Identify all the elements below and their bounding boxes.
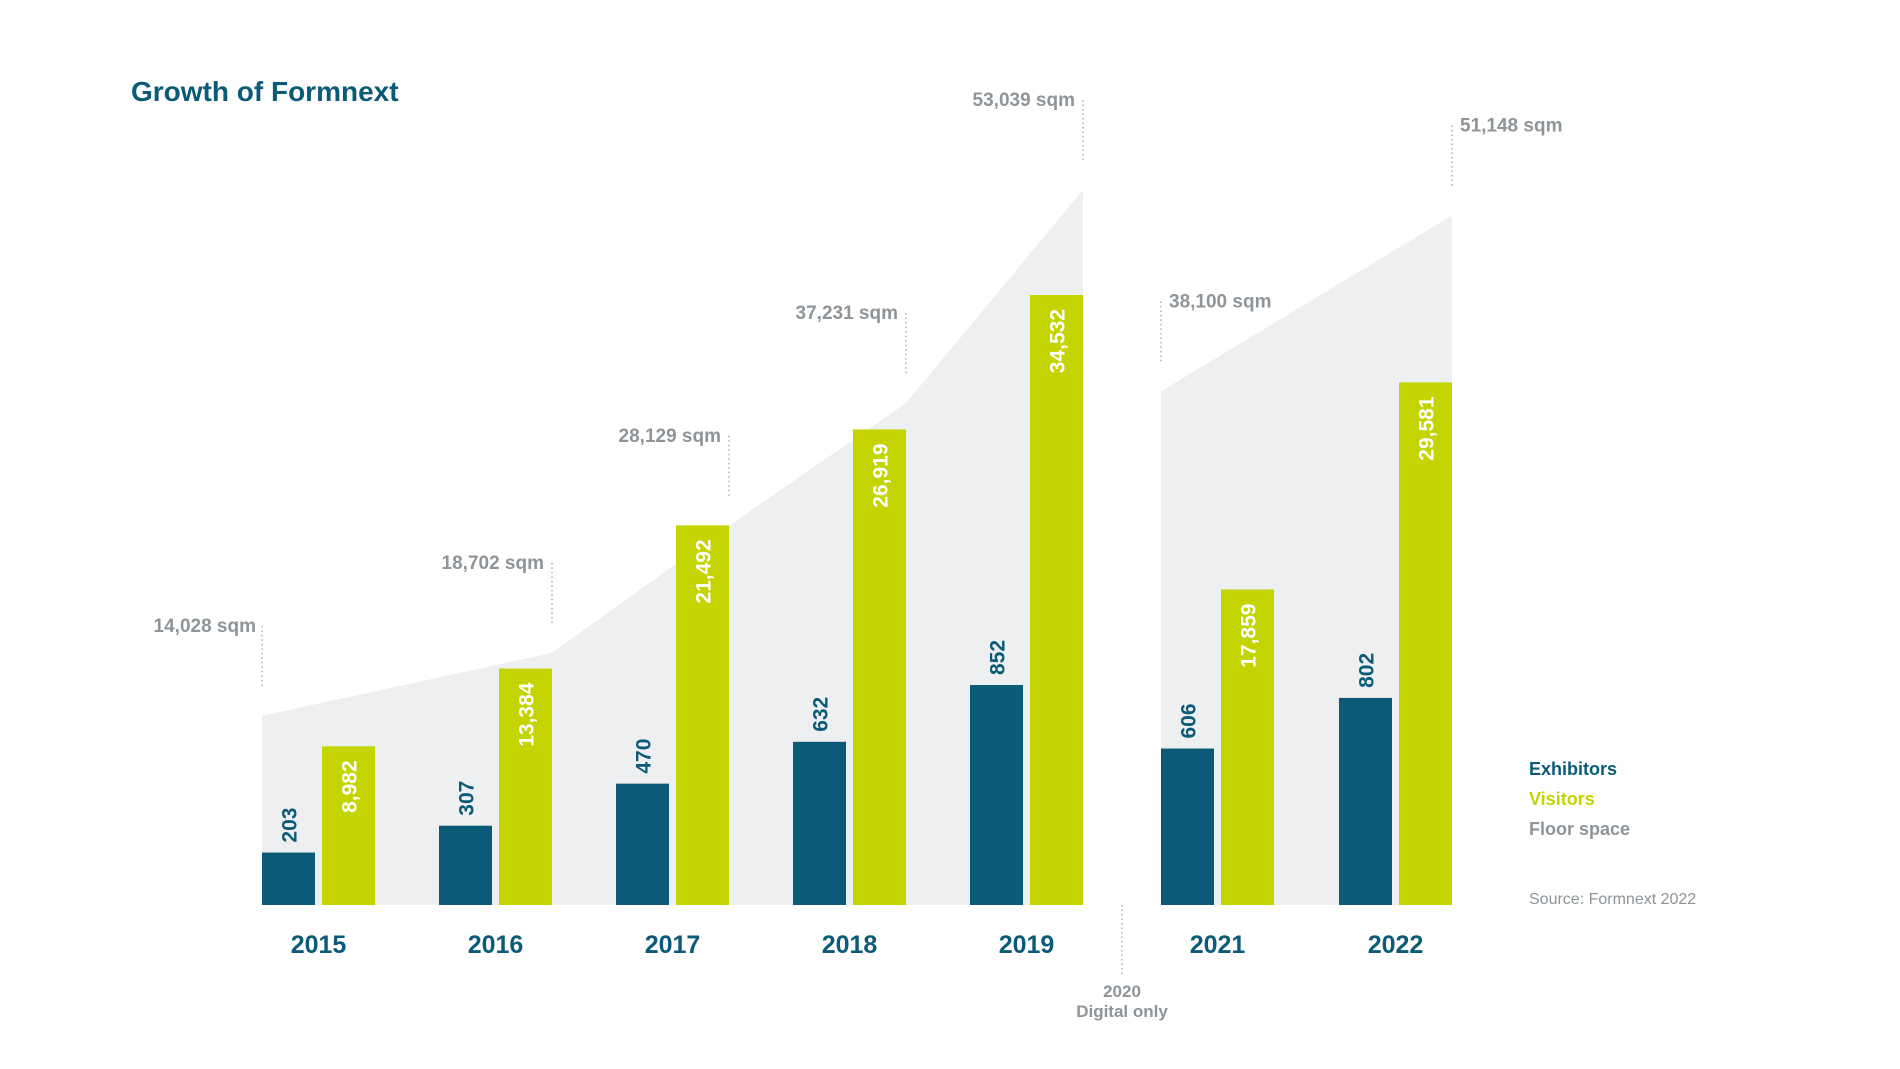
exhibitors-value-label: 802 <box>1356 653 1379 688</box>
year-label: 2021 <box>1190 931 1246 959</box>
exhibitors-bar <box>616 783 669 905</box>
exhibitors-value-label: 606 <box>1178 703 1201 738</box>
legend-item: Visitors <box>1529 789 1595 809</box>
visitors-value-label: 34,532 <box>1047 309 1070 373</box>
floor-space-label: 51,148 sqm <box>1460 115 1562 136</box>
year-label: 2022 <box>1368 931 1424 959</box>
visitors-bar <box>1399 382 1452 905</box>
floor-space-area-1 <box>262 190 1083 905</box>
visitors-value-label: 13,384 <box>516 682 539 747</box>
visitors-bar <box>499 668 552 905</box>
exhibitors-bar <box>1339 697 1392 905</box>
visitors-value-label: 21,492 <box>693 539 716 603</box>
year-label: 2019 <box>999 931 1055 959</box>
exhibitors-bar <box>793 741 846 905</box>
visitors-bar <box>1221 589 1274 905</box>
year-label: 2015 <box>291 931 347 959</box>
visitors-bar <box>322 746 375 905</box>
bars-layer <box>262 295 1452 905</box>
exhibitors-value-label: 307 <box>456 781 479 816</box>
chart-title: Growth of Formnext <box>131 76 399 107</box>
year-label: 2017 <box>645 931 701 959</box>
floor-space-label: 18,702 sqm <box>442 553 544 574</box>
visitors-bar <box>1030 295 1083 905</box>
exhibitors-bar <box>970 685 1023 905</box>
floor-space-label: 38,100 sqm <box>1169 291 1271 312</box>
exhibitors-value-label: 632 <box>810 697 833 732</box>
legend-item: Floor space <box>1529 819 1630 839</box>
exhibitors-bar <box>262 852 315 905</box>
labels-layer: 14,028 sqm 18,702 sqm 28,129 sqm 37,231 sqm… <box>154 90 1563 1021</box>
exhibitors-bar <box>1161 748 1214 905</box>
floor-space-label: 14,028 sqm <box>154 616 256 637</box>
exhibitors-value-label: 203 <box>279 808 302 843</box>
exhibitors-bar <box>439 825 492 905</box>
legend: Exhibitors Visitors Floor space <box>1529 759 1630 839</box>
gap-note-line: Digital only <box>1076 1002 1168 1021</box>
year-label: 2018 <box>822 931 878 959</box>
gap-note-line: 2020 <box>1103 982 1141 1001</box>
visitors-value-label: 8,982 <box>339 760 362 813</box>
exhibitors-value-label: 470 <box>633 739 656 774</box>
legend-item: Exhibitors <box>1529 759 1617 779</box>
exhibitors-value-label: 852 <box>987 640 1010 675</box>
floor-space-label: 53,039 sqm <box>973 90 1075 111</box>
visitors-bar <box>676 525 729 905</box>
source-note: Source: Formnext 2022 <box>1529 891 1696 908</box>
floor-space-label: 28,129 sqm <box>619 426 721 447</box>
visitors-bar <box>853 429 906 905</box>
visitors-value-label: 26,919 <box>870 443 893 507</box>
visitors-value-label: 29,581 <box>1416 396 1439 461</box>
year-label: 2016 <box>468 931 524 959</box>
visitors-value-label: 17,859 <box>1238 604 1261 668</box>
floor-space-label: 37,231 sqm <box>796 303 898 324</box>
